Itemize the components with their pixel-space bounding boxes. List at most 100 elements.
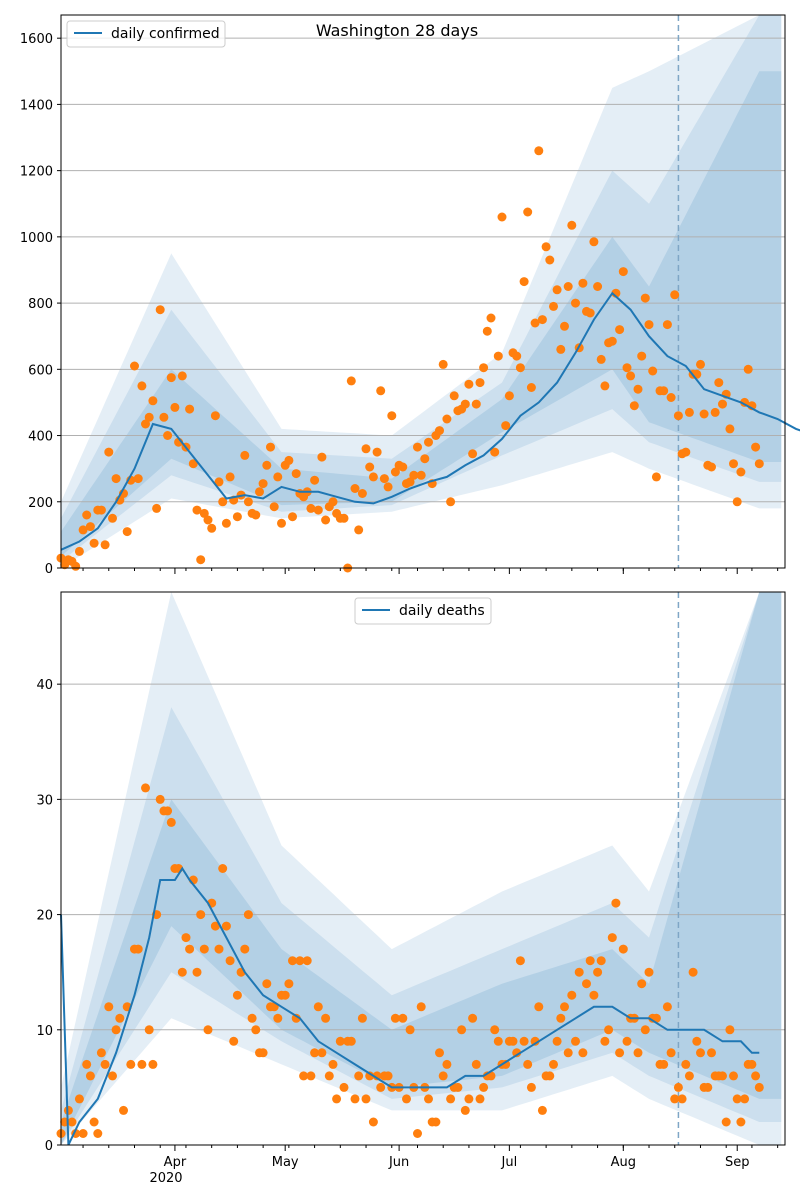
data-point bbox=[188, 459, 198, 469]
data-point bbox=[181, 933, 191, 943]
data-point bbox=[350, 484, 360, 493]
deaths-chart: 0 10 20 30 40 Apr May Jun Jul Aug Sep 2020 daily … bbox=[36, 591, 786, 1186]
data-point bbox=[100, 540, 110, 550]
legend-label: daily confirmed bbox=[111, 26, 220, 42]
data-point bbox=[354, 525, 364, 535]
series-line bbox=[60, 866, 760, 1146]
data-point bbox=[424, 437, 433, 447]
data-point bbox=[354, 1071, 364, 1081]
data-point bbox=[545, 255, 555, 265]
data-point bbox=[446, 1094, 456, 1104]
y-tick-label: 1000 bbox=[20, 231, 53, 246]
data-point bbox=[582, 979, 591, 989]
data-point bbox=[166, 817, 176, 827]
y-tick-label: 0 bbox=[45, 562, 53, 577]
data-point bbox=[541, 242, 551, 252]
data-point bbox=[262, 979, 272, 989]
data-point bbox=[361, 1094, 371, 1104]
data-point bbox=[629, 401, 639, 411]
data-point bbox=[277, 518, 286, 528]
data-point bbox=[607, 933, 617, 943]
data-point bbox=[622, 1036, 632, 1046]
data-point bbox=[126, 1059, 136, 1069]
data-point bbox=[251, 1025, 261, 1035]
data-point bbox=[736, 1117, 746, 1127]
data-point bbox=[560, 321, 569, 331]
x-tick-label: Sep bbox=[725, 1155, 750, 1170]
data-point bbox=[266, 442, 275, 452]
data-point bbox=[144, 1025, 154, 1035]
data-point bbox=[210, 921, 220, 931]
x-tick-label: Apr bbox=[164, 1155, 187, 1170]
data-point bbox=[203, 1025, 213, 1035]
data-point bbox=[684, 407, 694, 417]
data-point bbox=[299, 1071, 309, 1081]
data-point bbox=[460, 1105, 470, 1115]
data-point bbox=[133, 474, 143, 484]
data-point bbox=[155, 794, 165, 804]
data-point bbox=[196, 555, 206, 565]
data-point bbox=[523, 1059, 533, 1069]
data-point bbox=[185, 404, 195, 414]
data-point bbox=[89, 538, 99, 548]
data-point bbox=[648, 366, 658, 376]
data-point bbox=[390, 1013, 400, 1023]
data-point bbox=[317, 452, 327, 462]
data-point bbox=[490, 1025, 500, 1035]
data-point bbox=[604, 1025, 614, 1035]
data-point bbox=[696, 359, 705, 369]
data-point bbox=[589, 990, 599, 1000]
data-point bbox=[207, 523, 217, 533]
y-tick-label: 400 bbox=[28, 430, 53, 445]
data-point bbox=[593, 967, 603, 977]
data-point bbox=[732, 497, 742, 507]
data-point bbox=[438, 359, 448, 369]
data-point bbox=[346, 1036, 356, 1046]
data-point bbox=[321, 515, 331, 525]
confidence-band bbox=[61, 15, 782, 568]
data-point bbox=[137, 381, 147, 391]
data-point bbox=[435, 426, 444, 436]
chart-title: Washington 28 days bbox=[316, 21, 478, 40]
data-point bbox=[585, 956, 595, 966]
data-point bbox=[74, 1094, 84, 1104]
data-point bbox=[232, 990, 242, 1000]
data-point bbox=[431, 1117, 441, 1127]
data-point bbox=[255, 487, 264, 497]
data-point bbox=[537, 315, 547, 325]
data-point bbox=[365, 462, 375, 472]
data-point bbox=[192, 967, 202, 977]
y-tick-label: 800 bbox=[28, 297, 53, 312]
y-tick-label: 20 bbox=[36, 909, 53, 924]
data-point bbox=[130, 361, 139, 371]
data-point bbox=[651, 472, 661, 482]
data-point bbox=[622, 363, 632, 373]
data-point bbox=[482, 326, 492, 336]
data-point bbox=[185, 944, 195, 954]
data-point bbox=[556, 1013, 566, 1023]
data-point bbox=[313, 1002, 323, 1012]
data-point bbox=[696, 1048, 705, 1058]
data-point bbox=[666, 1048, 676, 1058]
data-point bbox=[526, 383, 536, 392]
data-point bbox=[578, 278, 588, 288]
data-point bbox=[273, 1013, 283, 1023]
data-point bbox=[291, 469, 301, 479]
data-point bbox=[600, 1036, 610, 1046]
data-point bbox=[137, 1059, 147, 1069]
data-point bbox=[633, 1048, 643, 1058]
confidence-band bbox=[61, 15, 782, 562]
data-points bbox=[56, 146, 764, 573]
data-point bbox=[144, 412, 154, 422]
data-point bbox=[593, 282, 603, 291]
data-point bbox=[284, 979, 294, 989]
data-point bbox=[707, 462, 716, 472]
y-tick-label: 0 bbox=[45, 1139, 53, 1154]
data-point bbox=[754, 459, 764, 469]
legend-label: daily deaths bbox=[399, 603, 485, 619]
data-point bbox=[526, 1082, 536, 1092]
data-point bbox=[71, 561, 81, 571]
data-point bbox=[284, 455, 294, 465]
data-point bbox=[442, 414, 452, 424]
data-point bbox=[677, 1094, 687, 1104]
